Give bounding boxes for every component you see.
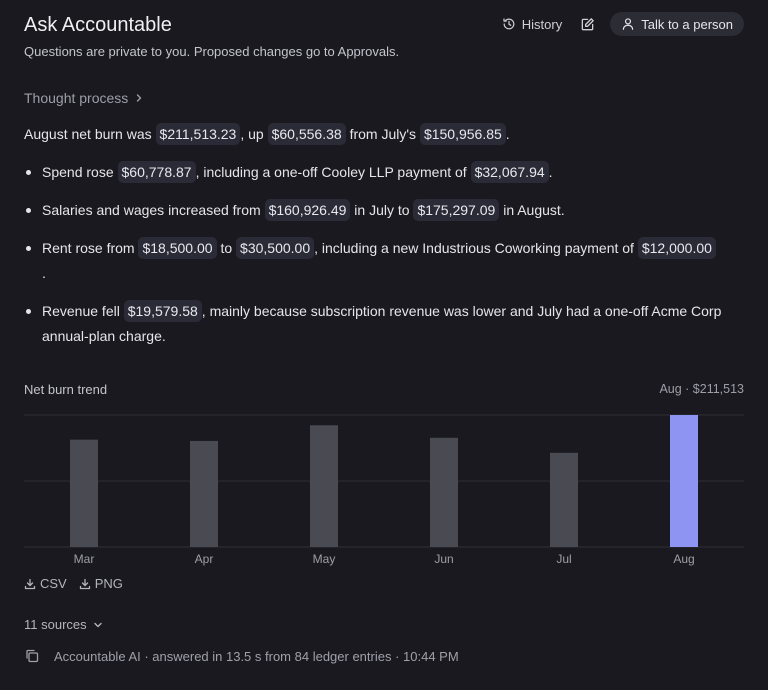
history-label: History (521, 16, 563, 32)
answer-text: . (42, 265, 46, 281)
amount-chip: $175,297.09 (413, 199, 500, 221)
chevron-down-icon (93, 622, 102, 627)
amount-chip: $60,556.38 (267, 123, 346, 145)
export-png-button[interactable]: PNG (79, 576, 123, 591)
new-chat-button[interactable] (580, 16, 596, 32)
chart-bar-may[interactable] (310, 425, 338, 547)
export-actions: CSV PNG (24, 576, 123, 591)
chart-svg: Mar Apr May Jun Jul Aug (24, 414, 744, 566)
download-icon (24, 578, 36, 589)
chart-tick-label: Jun (434, 552, 453, 566)
person-icon (623, 18, 634, 30)
answer-text: Revenue fell (42, 303, 124, 319)
net-burn-chart: Mar Apr May Jun Jul Aug (24, 406, 744, 568)
chart-bar-aug[interactable] (670, 415, 698, 547)
header: Ask Accountable Questions are private to… (24, 12, 744, 72)
chart-tick-label: Jul (556, 552, 571, 566)
chart-title: Net burn trend (24, 382, 108, 397)
answer-text: August net burn was (24, 126, 156, 142)
chart-bar-jun[interactable] (430, 437, 458, 547)
chart-header: Net burn trend Aug · $211,513 (24, 382, 744, 400)
answer-bullets: Spend rose $60,778.87, including a one-o… (24, 160, 746, 349)
chart-summary: Aug · $211,513 (659, 382, 744, 396)
talk-label: Talk to a person (641, 16, 733, 32)
answer-intro: August net burn was $211,513.23, up $60,… (24, 122, 746, 147)
header-actions: History Talk to a person (502, 12, 744, 36)
download-icon (79, 578, 90, 589)
copy-icon[interactable] (24, 648, 40, 664)
answer-text: . (548, 164, 553, 180)
amount-chip: $18,500.00 (138, 237, 217, 259)
page-title: Ask Accountable (24, 14, 172, 36)
list-item: Salaries and wages increased from $160,9… (24, 198, 746, 223)
answer-text: , including a one-off Cooley LLP payment… (195, 164, 471, 180)
answer-text: in August. (499, 202, 565, 218)
sources-label: 11 sources (24, 617, 87, 632)
chart-tick-label: Aug (673, 552, 694, 566)
history-button[interactable]: History (502, 17, 562, 32)
amount-chip: $19,579.58 (123, 300, 202, 322)
amount-chip: $12,000.00 (637, 237, 716, 259)
answer-text: , mainly because subscription revenue wa… (42, 303, 722, 344)
list-item: Rent rose from $18,500.00 to $30,500.00,… (24, 236, 746, 286)
answer-text: to (216, 240, 237, 256)
answer-text: from July's (345, 126, 420, 142)
list-item: Spend rose $60,778.87, including a one-o… (24, 160, 746, 185)
sources-toggle[interactable]: 11 sources (24, 617, 103, 632)
answer-text: Rent rose from (42, 240, 139, 256)
amount-chip: $30,500.00 (236, 237, 315, 259)
list-item: Revenue fell $19,579.58, mainly because … (24, 299, 746, 349)
amount-chip: $150,956.85 (419, 123, 506, 145)
chart-tick-label: Apr (195, 552, 214, 566)
talk-to-person-button[interactable]: Talk to a person (610, 12, 744, 36)
amount-chip: $60,778.87 (117, 161, 196, 183)
chart-bar-mar[interactable] (70, 439, 98, 547)
amount-chip: $32,067.94 (470, 161, 549, 183)
answer-text: Spend rose (42, 164, 118, 180)
page-subtitle: Questions are private to you. Proposed c… (24, 44, 400, 59)
answer-text: , up (240, 126, 268, 142)
history-icon (503, 18, 515, 30)
thought-process-label: Thought process (24, 90, 129, 106)
chart-tick-label: Mar (74, 552, 95, 566)
answer-text: Salaries and wages increased from (42, 202, 265, 218)
export-csv-label: CSV (40, 576, 67, 591)
answer-footer: Accountable AI · answered in 13.5 s from… (24, 648, 459, 664)
chart-tick-label: May (313, 552, 336, 566)
answer-text: . (505, 126, 510, 142)
export-csv-button[interactable]: CSV (24, 576, 67, 591)
amount-chip: $160,926.49 (264, 199, 351, 221)
amount-chip: $211,513.23 (155, 123, 241, 145)
answer-text: in July to (350, 202, 414, 218)
edit-icon (581, 17, 594, 30)
answer-meta: Accountable AI · answered in 13.5 s from… (54, 648, 459, 664)
chart-bar-jul[interactable] (550, 452, 578, 547)
chart-bar-apr[interactable] (190, 440, 218, 547)
chevron-right-icon (137, 94, 142, 102)
thought-process-toggle[interactable]: Thought process (24, 90, 144, 106)
answer-text: , including a new Industrious Coworking … (314, 240, 638, 256)
export-png-label: PNG (94, 576, 123, 591)
answer: August net burn was $211,513.23, up $60,… (24, 122, 746, 362)
